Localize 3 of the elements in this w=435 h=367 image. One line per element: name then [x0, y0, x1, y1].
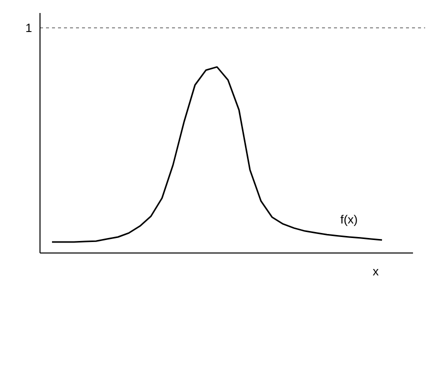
ref-line-label: 1: [26, 24, 32, 32]
x-axis-title: x: [372, 269, 379, 276]
series-label: f(x): [340, 214, 357, 226]
